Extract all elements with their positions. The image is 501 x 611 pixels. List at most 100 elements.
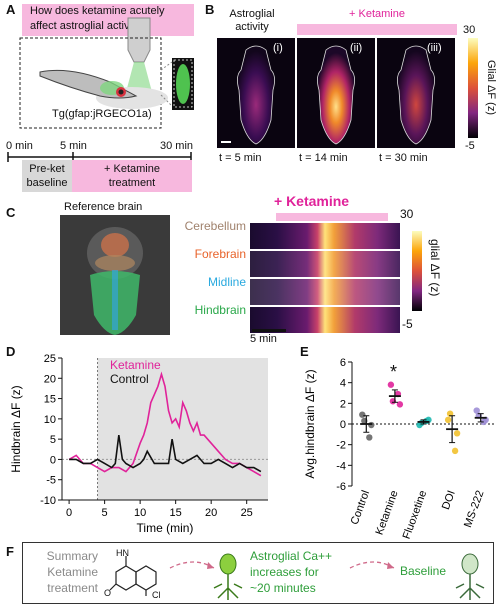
summary-box <box>22 542 494 604</box>
question-box: How does ketamine acutely affect astrogl… <box>22 4 194 36</box>
colorbar-c <box>412 231 422 311</box>
astroglial-title-line-2: activity <box>235 21 269 33</box>
data-point <box>396 401 404 408</box>
summary-line-1: Summary <box>46 549 98 563</box>
astroglial-title: Astroglial activity <box>223 8 281 34</box>
effect-line-2: increases for <box>250 565 319 579</box>
panel-b: B Astroglial activity + Ketamine <box>205 0 501 200</box>
effect-line-1: Astroglial Ca++ <box>250 549 333 563</box>
time-label-brain-3: t = 30 min <box>379 152 428 164</box>
baseline-phase-box: Pre-ket baseline <box>22 160 72 192</box>
colorbar-b-label: Glial ΔF (z) <box>485 60 497 116</box>
region-heatmap <box>250 223 400 333</box>
panel-d: D -10 -5 0 5 10 15 20 25 0 5 10 15 20 25 Time (min) Hin… <box>0 340 280 540</box>
heatmap-row-4 <box>250 307 400 333</box>
y-tick-label: 0 <box>340 419 346 431</box>
numeral-2: (ii) <box>350 42 363 54</box>
y-tick-label: -10 <box>40 495 56 507</box>
time-label-0: 0 min <box>6 140 33 152</box>
astrocyte-active-icon <box>213 553 243 600</box>
category-label: DOI <box>440 489 458 511</box>
data-point <box>444 416 452 424</box>
time-label-brain-1: t = 5 min <box>219 152 262 164</box>
panel-b-letter: B <box>205 2 215 17</box>
y-axis-title: Hindbrain ΔF (z) <box>9 385 23 472</box>
data-point <box>453 430 461 437</box>
significance-star: * <box>390 362 398 382</box>
ketamine-molecule <box>109 556 157 596</box>
category-label: Ketamine <box>374 489 401 537</box>
colorbar-b <box>468 38 478 138</box>
ketamine-label-b: + Ketamine <box>349 8 405 20</box>
y-tick-label: -4 <box>336 460 346 472</box>
numeral-3: (iii) <box>427 42 442 54</box>
x-tick-label: 20 <box>205 507 217 519</box>
region-label-midline: Midline <box>207 275 246 289</box>
legend-control: Control <box>110 372 149 386</box>
reference-brain-image <box>60 215 170 335</box>
brain-image-2 <box>297 38 375 148</box>
category-label: Control <box>349 489 372 526</box>
panel-c-letter: C <box>6 205 16 220</box>
numeral-1: (i) <box>273 42 283 54</box>
heatmap-row-2 <box>250 251 400 277</box>
question-line-1: How does ketamine acutely <box>30 5 165 17</box>
ketamine-phase-box: + Ketamine treatment <box>72 160 192 192</box>
ketamine-shaded-region <box>97 358 268 500</box>
region-label-cerebellum: Cerebellum <box>184 219 246 233</box>
baseline-line-1: Pre-ket <box>29 163 65 175</box>
ketamine-bar-c <box>276 213 388 221</box>
data-point <box>451 447 459 455</box>
reference-brain-title: Reference brain <box>64 201 143 213</box>
y-tick-label: -2 <box>336 440 346 452</box>
y-tick-label: 20 <box>44 373 56 385</box>
time-label-brain-2: t = 14 min <box>299 152 348 164</box>
x-tick-label: 0 <box>66 507 72 519</box>
data-point <box>368 421 375 429</box>
heatmap-row-3 <box>250 279 400 305</box>
category-label: Fluoxetine <box>401 489 430 540</box>
panel-f: F Summary Ketamine treatment HN O Cl Ast… <box>0 538 501 611</box>
x-tick-label: 25 <box>241 507 253 519</box>
data-point <box>366 434 373 441</box>
astrocyte-baseline-icon <box>455 553 485 600</box>
y-tick-label: 6 <box>340 357 346 369</box>
legend-ketamine: Ketamine <box>110 358 161 372</box>
data-point <box>473 407 480 414</box>
panel-a-letter: A <box>6 2 16 17</box>
x-tick-label: 15 <box>170 507 182 519</box>
panel-a: A How does ketamine acutely affect astro… <box>0 0 205 200</box>
x-tick-label: 10 <box>134 507 146 519</box>
summary-line-2: Ketamine <box>47 565 98 579</box>
x-axis-title: Time (min) <box>137 521 194 535</box>
scale-bar-c <box>252 329 286 332</box>
time-label-5: 5 min <box>60 140 87 152</box>
colorbar-b-max: 30 <box>463 24 476 36</box>
panel-d-letter: D <box>6 344 16 359</box>
y-axis-title: Avg.hindbrain ΔF (z) <box>303 369 317 478</box>
zebrafish-imaging-schematic <box>7 17 194 162</box>
panel-f-letter: F <box>6 544 14 559</box>
x-tick-label: 5 <box>102 507 108 519</box>
summary-arrows-and-astrocytes <box>169 553 485 600</box>
series-control <box>69 434 262 473</box>
y-tick-label: 5 <box>50 434 56 446</box>
astroglial-title-line-1: Astroglial <box>229 8 275 20</box>
avg-hindbrain-scatter: -6 -4 -2 0 2 4 6 Avg.hindbrain ΔF (z) Control Ket… <box>303 357 495 540</box>
colorbar-c-label: glial ΔF (z) <box>428 239 442 297</box>
colorbar-b-min: -5 <box>465 140 475 152</box>
ketamine-label-c: + Ketamine <box>274 193 350 209</box>
data-point <box>416 421 423 429</box>
panel-e: E -6 -4 -2 0 2 4 6 Avg.hindbrain ΔF (z) Control K… <box>300 340 501 540</box>
region-label-forebrain: Forebrain <box>194 247 246 261</box>
brain-images <box>217 38 478 148</box>
transgene-label: Tg(gfap:jRGECO1a) <box>52 108 152 120</box>
y-tick-label: 4 <box>340 378 346 390</box>
data-point <box>359 411 366 418</box>
y-tick-label: 25 <box>44 353 56 365</box>
effect-text: Astroglial Ca++ increases for ~20 minute… <box>250 548 332 596</box>
summary-line-3: treatment <box>47 581 98 595</box>
baseline-end-label: Baseline <box>400 564 447 578</box>
molecule-label-cl: Cl <box>152 590 161 600</box>
brain-image-1 <box>217 38 295 148</box>
